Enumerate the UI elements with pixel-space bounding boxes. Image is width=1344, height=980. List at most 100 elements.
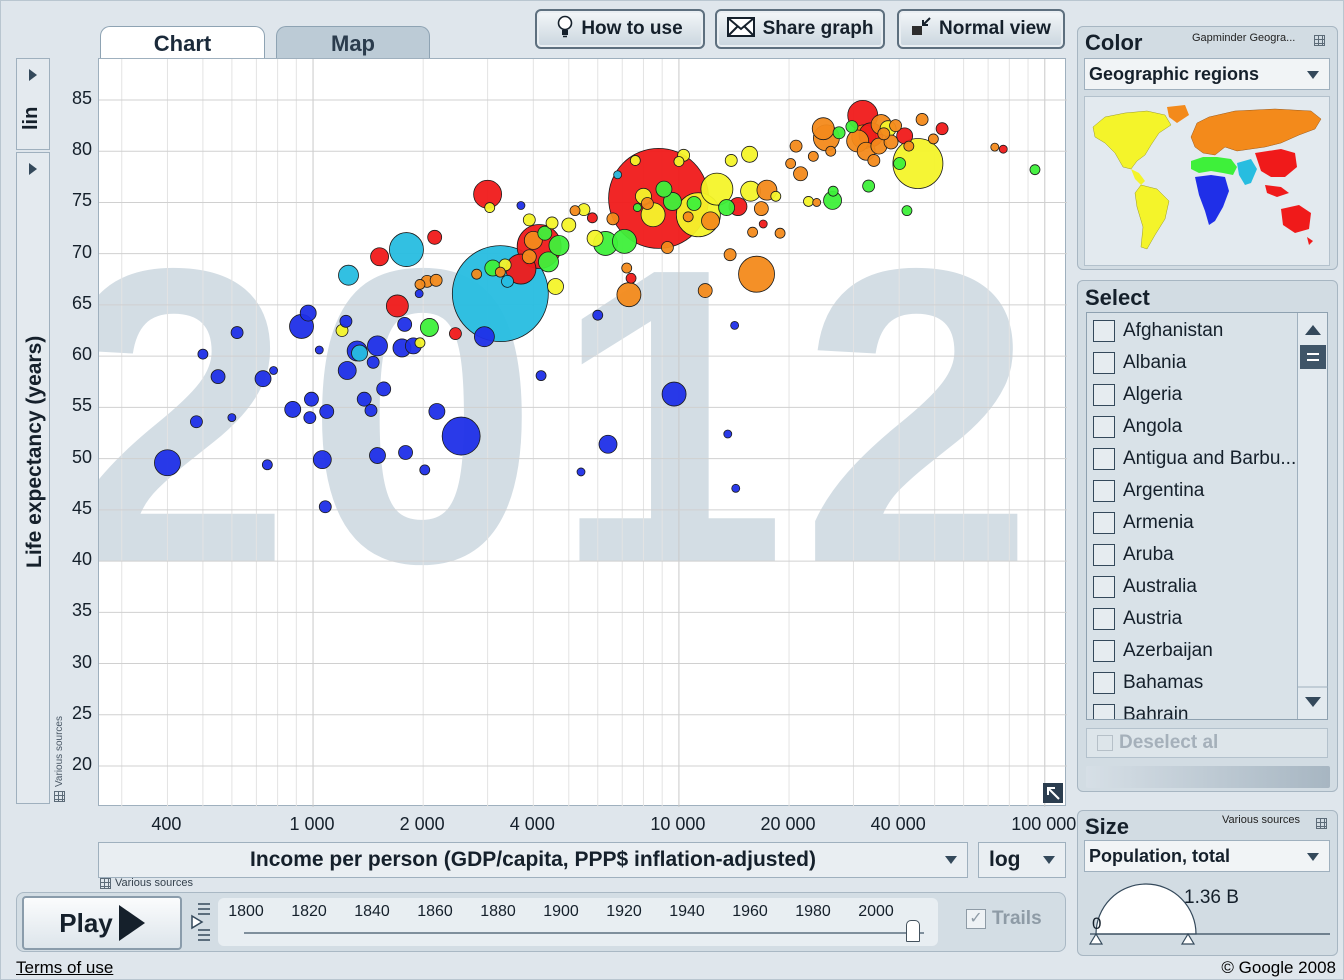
country-item[interactable]: Austria [1093, 605, 1182, 633]
data-bubble[interactable] [230, 326, 244, 339]
y-scale-panel[interactable] [16, 58, 50, 150]
data-bubble[interactable] [318, 500, 332, 514]
data-bubble[interactable] [723, 429, 733, 439]
data-bubble[interactable] [770, 190, 782, 202]
y-scale-label[interactable]: lin [20, 106, 42, 130]
data-bubble[interactable] [661, 381, 687, 407]
data-bubble[interactable] [612, 228, 637, 254]
checkbox-icon[interactable] [1093, 448, 1115, 470]
country-item[interactable]: Azerbaijan [1093, 637, 1213, 665]
data-bubble[interactable] [598, 434, 618, 454]
expand-right-icon[interactable] [29, 163, 37, 175]
data-bubble[interactable] [832, 126, 846, 140]
x-scale-selector[interactable]: log [978, 842, 1066, 878]
data-bubble[interactable] [724, 154, 738, 167]
grid-icon[interactable] [1316, 818, 1327, 829]
tab-map[interactable]: Map [276, 26, 430, 60]
data-bubble[interactable] [227, 413, 237, 423]
data-bubble[interactable] [537, 225, 553, 241]
checkbox-icon[interactable] [1093, 672, 1115, 694]
expand-right-icon[interactable] [29, 69, 37, 81]
data-bubble[interactable] [419, 464, 431, 476]
data-bubble[interactable] [427, 229, 443, 245]
data-bubble[interactable] [998, 144, 1008, 154]
data-bubble[interactable] [523, 230, 543, 250]
data-bubble[interactable] [441, 416, 481, 456]
scroll-down-icon[interactable] [1305, 697, 1321, 707]
data-bubble[interactable] [915, 113, 929, 126]
data-bubble[interactable] [319, 404, 335, 419]
data-bubble[interactable] [700, 172, 734, 206]
data-bubble[interactable] [312, 450, 332, 470]
size-legend[interactable] [1086, 878, 1334, 950]
data-bubble[interactable] [538, 251, 559, 273]
data-bubble[interactable] [747, 226, 759, 238]
list-scrollbar[interactable] [1297, 313, 1328, 719]
checkbox-icon[interactable] [1093, 608, 1115, 630]
data-bubble[interactable] [701, 211, 720, 231]
timeline-track[interactable] [244, 932, 924, 934]
data-bubble[interactable] [414, 289, 424, 299]
data-bubble[interactable] [254, 370, 272, 388]
data-bubble[interactable] [625, 272, 637, 284]
data-bubble[interactable] [364, 404, 378, 417]
country-item[interactable]: Albania [1093, 349, 1186, 377]
country-item[interactable]: Afghanistan [1093, 317, 1223, 345]
data-bubble[interactable] [428, 403, 446, 420]
x-source[interactable]: Various sources [100, 877, 193, 889]
data-bubble[interactable] [420, 318, 439, 337]
data-bubble[interactable] [547, 278, 564, 295]
deselect-all-button[interactable]: Deselect al [1086, 728, 1328, 758]
checkbox-icon[interactable] [1093, 384, 1115, 406]
data-bubble[interactable] [370, 247, 389, 267]
country-item[interactable]: Armenia [1093, 509, 1194, 537]
data-bubble[interactable] [632, 203, 642, 212]
data-bubble[interactable] [397, 316, 413, 332]
data-bubble[interactable] [812, 198, 822, 207]
checkbox-icon[interactable] [1093, 544, 1115, 566]
data-bubble[interactable] [613, 170, 623, 180]
data-bubble[interactable] [862, 179, 876, 193]
data-bubble[interactable] [738, 255, 775, 293]
data-bubble[interactable] [807, 150, 819, 162]
country-item[interactable]: Algeria [1093, 381, 1182, 409]
data-bubble[interactable] [606, 212, 620, 226]
data-bubble[interactable] [338, 264, 359, 286]
data-bubble[interactable] [616, 282, 642, 308]
country-item[interactable]: Antigua and Barbu... [1093, 445, 1296, 473]
data-bubble[interactable] [548, 235, 570, 256]
country-item[interactable]: Bahamas [1093, 669, 1203, 697]
data-bubble[interactable] [366, 355, 380, 369]
data-bubble[interactable] [385, 294, 409, 318]
size-source-label[interactable]: Various sources [1222, 814, 1301, 826]
world-map-icon[interactable] [1085, 97, 1331, 267]
trails-toggle[interactable]: ✓ Trails [966, 908, 1042, 930]
data-bubble[interactable] [414, 337, 426, 349]
data-bubble[interactable] [484, 202, 496, 213]
country-item[interactable]: Bahrain [1093, 701, 1189, 719]
data-bubble[interactable] [723, 248, 737, 262]
country-list[interactable]: Afghanistan Albania Algeria Angola Antigua a… [1086, 312, 1328, 720]
data-bubble[interactable] [474, 326, 495, 348]
size-selector[interactable]: Population, total [1084, 840, 1330, 872]
data-bubble[interactable] [655, 180, 673, 198]
size-min-handle[interactable] [1088, 932, 1104, 945]
data-bubble[interactable] [190, 415, 203, 429]
speed-slider[interactable] [190, 900, 214, 946]
data-bubble[interactable] [877, 127, 891, 141]
country-item[interactable]: Argentina [1093, 477, 1204, 505]
data-bubble[interactable] [758, 219, 768, 229]
data-bubble[interactable] [398, 445, 413, 460]
data-bubble[interactable] [663, 192, 682, 211]
data-bubble[interactable] [303, 411, 317, 425]
data-bubble[interactable] [414, 279, 426, 290]
checkbox-icon[interactable] [1093, 640, 1115, 662]
x-indicator-selector[interactable]: Income per person (GDP/capita, PPP$ infl… [98, 842, 968, 878]
data-bubble[interactable] [304, 391, 319, 407]
data-bubble[interactable] [299, 304, 317, 322]
data-bubble[interactable] [501, 274, 514, 288]
checkbox-icon[interactable] [1093, 704, 1115, 719]
data-bubble[interactable] [522, 213, 536, 227]
checkmark-icon[interactable]: ✓ [966, 909, 986, 929]
data-bubble[interactable] [621, 262, 633, 274]
